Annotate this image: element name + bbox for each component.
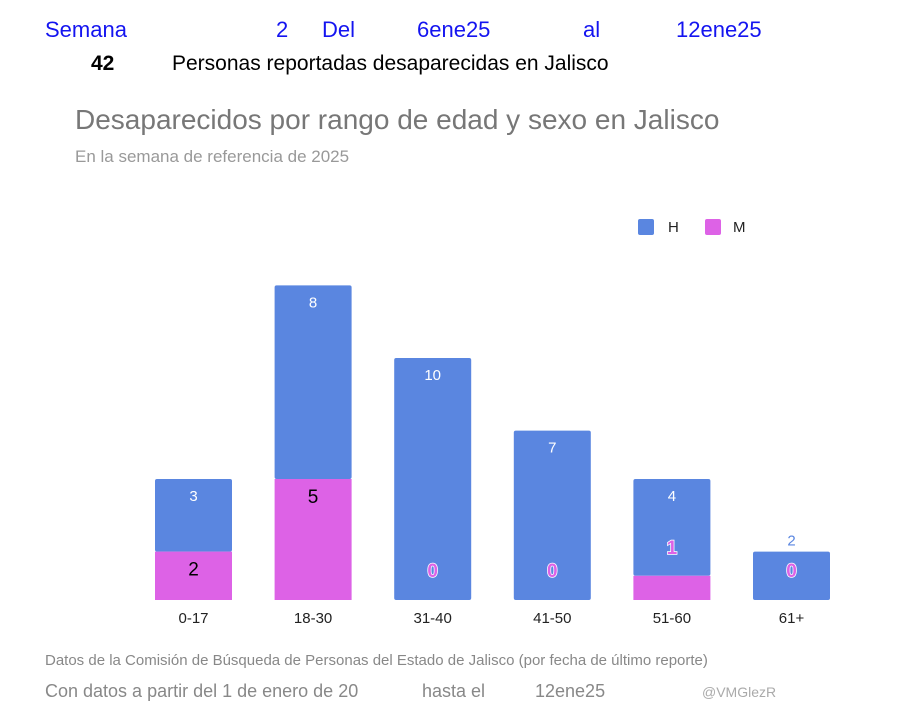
range-note: Con datos a partir del 1 de enero de 20 bbox=[45, 681, 359, 701]
label-m-0-17: 2 bbox=[188, 560, 199, 581]
x-tick-41-50: 41-50 bbox=[533, 610, 571, 627]
label-m-18-30: 5 bbox=[308, 487, 319, 508]
label-m-41-50: 0 bbox=[547, 561, 558, 582]
bar-h-41-50 bbox=[513, 430, 591, 600]
x-tick-0-17: 0-17 bbox=[178, 610, 208, 627]
al-label: al bbox=[583, 17, 601, 42]
chart-title: Desaparecidos por rango de edad y sexo e… bbox=[75, 104, 720, 135]
legend-swatch-M bbox=[705, 219, 721, 235]
legend-label-H: H bbox=[668, 219, 679, 236]
bar-m-51-60 bbox=[633, 575, 711, 600]
bar-m-18-30 bbox=[274, 479, 352, 600]
label-m-61+: 0 bbox=[786, 561, 797, 582]
bar-h-51-60 bbox=[633, 479, 711, 576]
x-tick-18-30: 18-30 bbox=[294, 610, 332, 627]
total-label: Personas reportadas desaparecidas en Jal… bbox=[172, 52, 609, 75]
until-date: 12ene25 bbox=[535, 681, 606, 701]
label-h-0-17: 3 bbox=[189, 488, 197, 505]
label-h-18-30: 8 bbox=[309, 294, 317, 311]
label-h-61+: 2 bbox=[787, 533, 795, 550]
start-date: 6ene25 bbox=[417, 17, 491, 42]
semana-number: 2 bbox=[276, 17, 289, 42]
label-m-51-60: 1 bbox=[667, 538, 678, 559]
bar-h-61+ bbox=[753, 551, 830, 600]
bar-h-18-30 bbox=[274, 285, 352, 479]
source-note: Datos de la Comisión de Búsqueda de Pers… bbox=[45, 652, 708, 669]
bar-h-0-17 bbox=[155, 479, 232, 552]
bar-m-0-17 bbox=[155, 551, 232, 600]
x-tick-51-60: 51-60 bbox=[653, 610, 691, 627]
chart-subtitle: En la semana de referencia de 2025 bbox=[75, 147, 350, 166]
label-h-51-60: 4 bbox=[668, 488, 676, 505]
legend-label-M: M bbox=[733, 219, 746, 236]
semana-label: Semana bbox=[45, 17, 127, 42]
author-handle: @VMGlezR bbox=[702, 684, 777, 700]
end-date: 12ene25 bbox=[676, 17, 762, 42]
legend-swatch-H bbox=[638, 219, 654, 235]
label-h-41-50: 7 bbox=[548, 440, 556, 457]
label-h-31-40: 10 bbox=[424, 367, 441, 384]
del-label: Del bbox=[322, 17, 356, 42]
total-count: 42 bbox=[91, 52, 115, 75]
label-m-31-40: 0 bbox=[427, 561, 438, 582]
bar-h-31-40 bbox=[394, 358, 472, 600]
until-label: hasta el bbox=[422, 681, 486, 701]
x-tick-61+: 61+ bbox=[779, 610, 805, 627]
x-tick-31-40: 31-40 bbox=[414, 610, 452, 627]
